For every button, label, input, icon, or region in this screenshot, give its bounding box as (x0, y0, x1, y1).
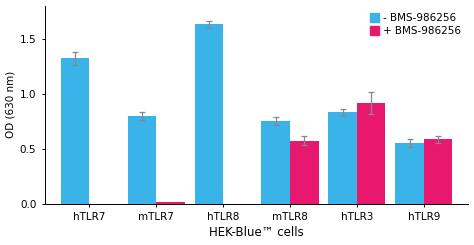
Bar (128, 116, 156, 204)
Bar (262, 121, 290, 204)
Bar (194, 24, 223, 204)
X-axis label: HEK-Blue™ cells: HEK-Blue™ cells (209, 226, 304, 239)
Bar (290, 141, 319, 204)
Legend: - BMS-986256, + BMS-986256: - BMS-986256, + BMS-986256 (367, 11, 463, 38)
Bar (156, 202, 185, 204)
Bar (328, 112, 357, 204)
Y-axis label: OD (630 nm): OD (630 nm) (6, 71, 16, 138)
Bar (61, 59, 89, 204)
Bar (424, 139, 452, 204)
Bar (395, 143, 424, 204)
Bar (357, 103, 385, 204)
